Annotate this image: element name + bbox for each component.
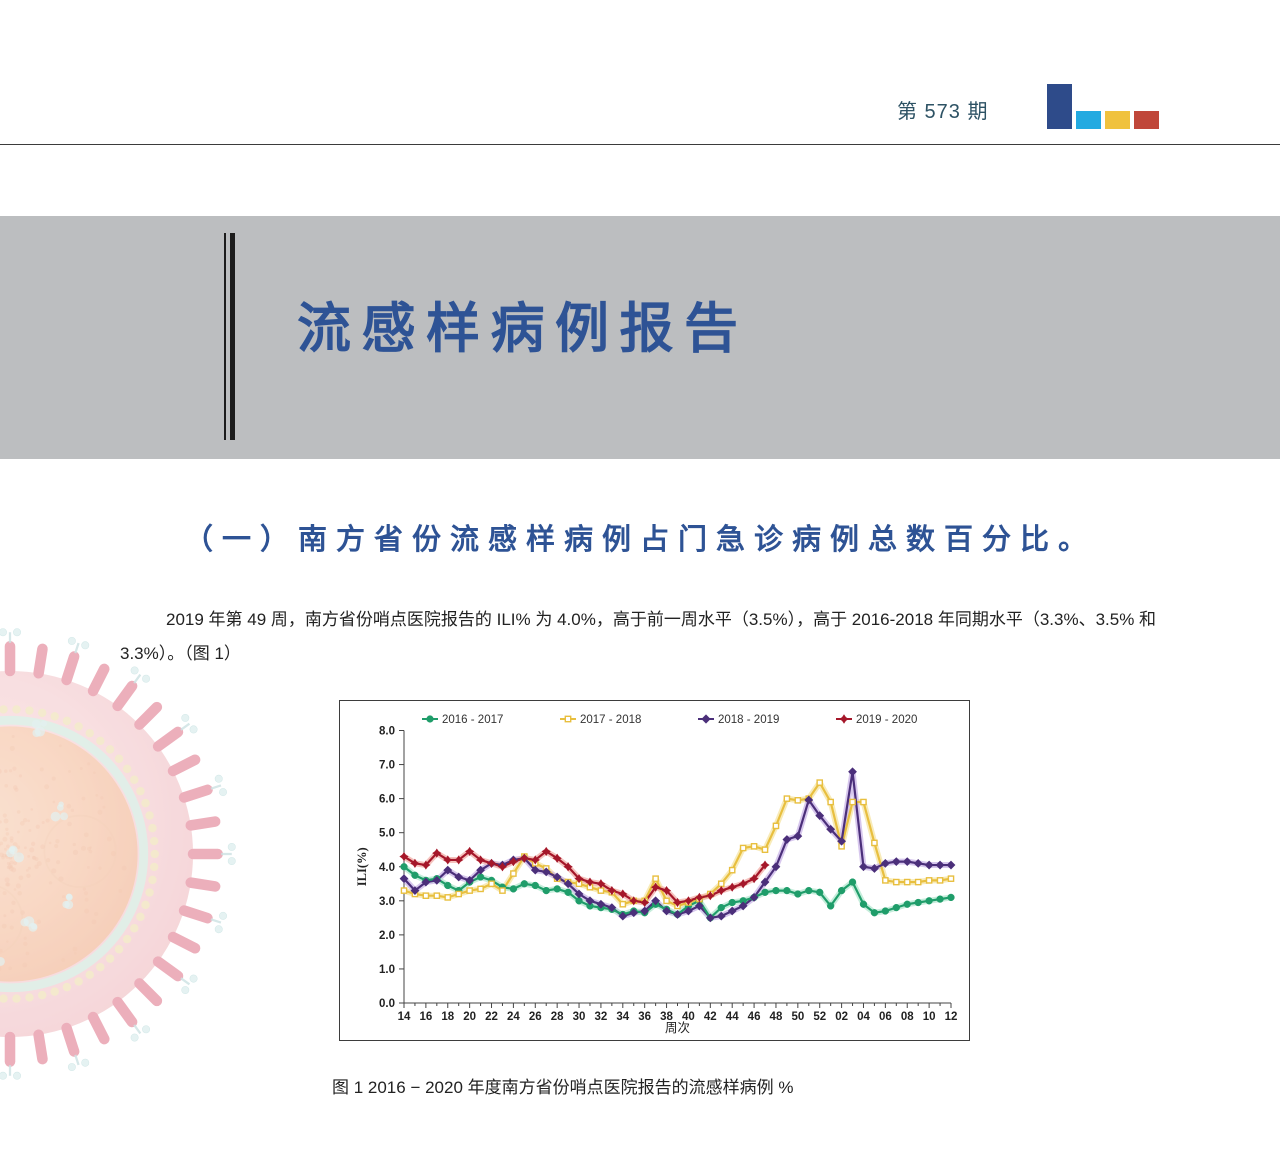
svg-text:34: 34 <box>616 1011 629 1023</box>
svg-text:2019 - 2020: 2019 - 2020 <box>856 714 917 726</box>
svg-text:2.0: 2.0 <box>379 930 395 942</box>
svg-text:2018 - 2019: 2018 - 2019 <box>718 714 779 726</box>
svg-text:5.0: 5.0 <box>379 828 395 840</box>
svg-text:7.0: 7.0 <box>379 760 395 772</box>
svg-text:44: 44 <box>726 1011 739 1023</box>
svg-text:周次: 周次 <box>665 1021 690 1035</box>
svg-text:16: 16 <box>419 1011 432 1023</box>
svg-text:24: 24 <box>507 1011 520 1023</box>
svg-text:50: 50 <box>791 1011 804 1023</box>
svg-text:32: 32 <box>595 1011 608 1023</box>
svg-text:06: 06 <box>879 1011 892 1023</box>
svg-text:10: 10 <box>923 1011 936 1023</box>
svg-text:28: 28 <box>551 1011 564 1023</box>
svg-text:30: 30 <box>573 1011 586 1023</box>
svg-text:ILI(%): ILI(%) <box>355 847 369 886</box>
svg-text:36: 36 <box>638 1011 651 1023</box>
svg-text:22: 22 <box>485 1011 498 1023</box>
svg-text:0.0: 0.0 <box>379 998 395 1010</box>
svg-text:1.0: 1.0 <box>379 964 395 976</box>
svg-text:08: 08 <box>901 1011 914 1023</box>
svg-text:48: 48 <box>770 1011 783 1023</box>
svg-text:04: 04 <box>857 1011 870 1023</box>
svg-text:46: 46 <box>748 1011 761 1023</box>
svg-text:20: 20 <box>463 1011 476 1023</box>
svg-text:12: 12 <box>945 1011 958 1023</box>
svg-text:42: 42 <box>704 1011 717 1023</box>
svg-text:52: 52 <box>813 1011 826 1023</box>
svg-text:2017 - 2018: 2017 - 2018 <box>580 714 641 726</box>
svg-text:14: 14 <box>398 1011 411 1023</box>
svg-text:2016 - 2017: 2016 - 2017 <box>442 714 503 726</box>
svg-text:8.0: 8.0 <box>379 726 395 738</box>
svg-text:18: 18 <box>441 1011 454 1023</box>
svg-text:6.0: 6.0 <box>379 794 395 806</box>
svg-text:4.0: 4.0 <box>379 862 395 874</box>
svg-text:26: 26 <box>529 1011 542 1023</box>
svg-text:3.0: 3.0 <box>379 896 395 908</box>
svg-text:02: 02 <box>835 1011 848 1023</box>
